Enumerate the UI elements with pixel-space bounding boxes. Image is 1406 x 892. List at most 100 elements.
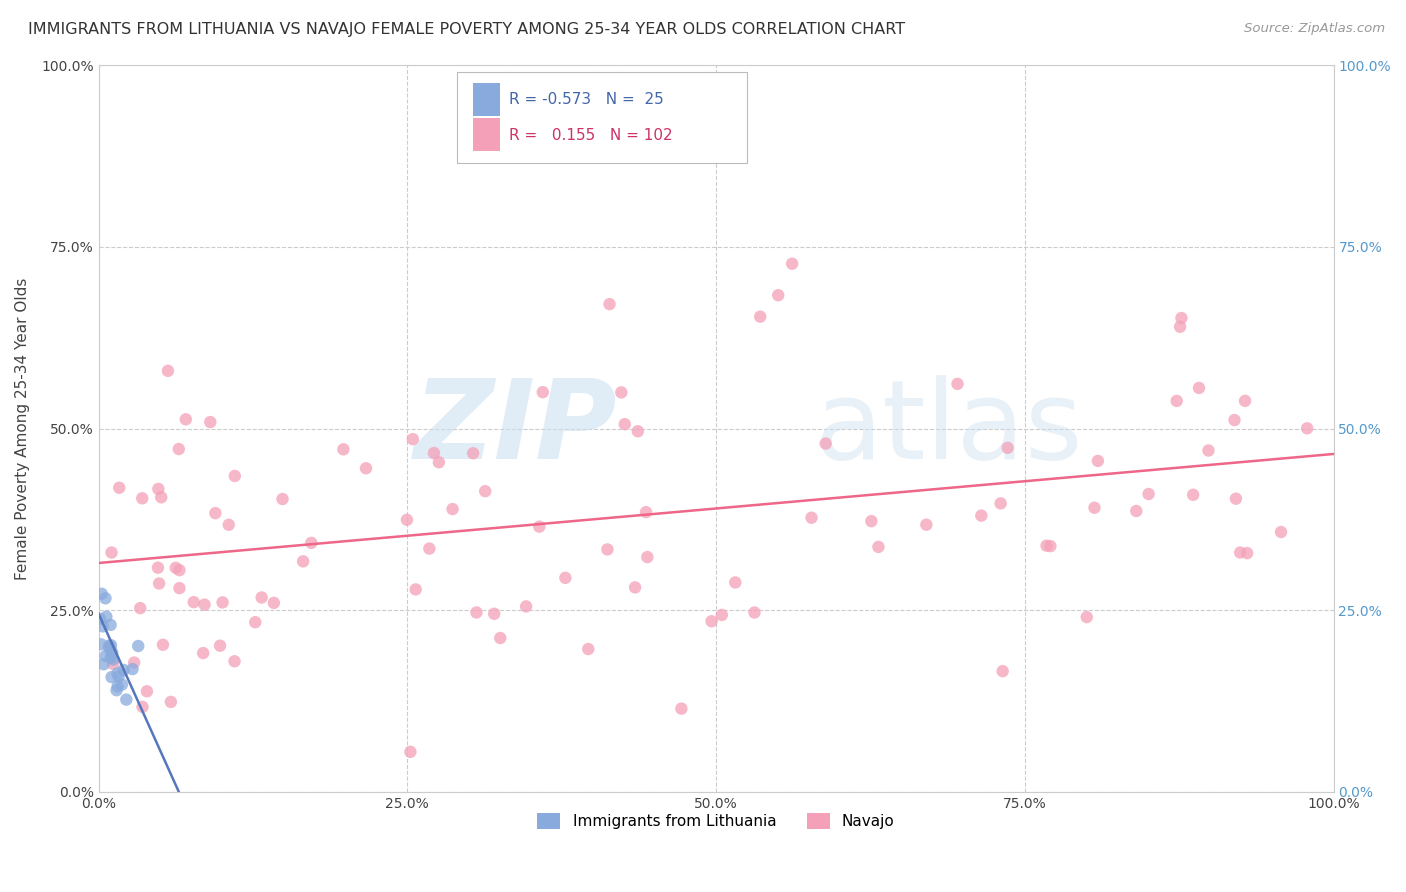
Point [418,541,440,556]
Point [224,654,246,668]
Point [997,441,1019,455]
Bar [472,83,501,116]
Point [354,461,377,475]
Point [90,587,112,601]
Point [1125,504,1147,518]
Point [1168,319,1191,334]
Bar [472,118,501,151]
Point [165,561,187,575]
Point [990,496,1012,510]
Point [250,591,273,605]
Point [868,540,890,554]
Point [671,701,693,715]
Point [174,412,197,426]
Point [1236,546,1258,560]
Point [131,491,153,506]
Point [1225,491,1247,506]
Point [946,376,969,391]
Point [101,645,124,659]
Point [596,542,619,557]
Point [156,364,179,378]
Point [211,595,233,609]
Point [146,560,169,574]
Point [96,609,118,624]
Point [613,417,636,432]
Point [1083,500,1105,515]
Point [204,506,226,520]
Text: Source: ZipAtlas.com: Source: ZipAtlas.com [1244,22,1385,36]
Point [634,505,657,519]
Point [100,618,122,632]
Point [1170,311,1192,326]
Point [915,517,938,532]
Point [160,695,183,709]
Point [218,517,240,532]
Point [332,442,354,457]
Point [402,432,425,446]
Point [1270,524,1292,539]
Point [710,607,733,622]
Point [860,514,883,528]
Point [814,436,837,450]
Point [200,415,222,429]
Point [489,631,512,645]
Text: atlas: atlas [815,375,1084,482]
Point [749,310,772,324]
Point [89,612,111,626]
Point [423,446,446,460]
Point [183,595,205,609]
Point [112,663,135,677]
Point [576,642,599,657]
Point [100,545,122,559]
Point [148,482,170,496]
Point [780,257,803,271]
FancyBboxPatch shape [457,72,747,163]
Point [1076,610,1098,624]
Point [515,599,537,614]
Point [744,606,766,620]
Point [1229,545,1251,559]
Point [800,510,823,524]
Point [627,424,650,438]
Point [1223,413,1246,427]
Point [399,745,422,759]
Point [1166,393,1188,408]
Point [463,446,485,460]
Point [245,615,267,630]
Point [224,469,246,483]
Point [127,639,149,653]
Text: ZIP: ZIP [413,375,617,482]
Point [101,657,124,671]
Point [1182,488,1205,502]
Point [465,606,488,620]
Point [766,288,789,302]
Point [427,455,450,469]
Point [474,484,496,499]
Point [94,591,117,606]
Point [169,563,191,577]
Point [299,536,322,550]
Text: R = -0.573   N =  25: R = -0.573 N = 25 [509,93,664,108]
Point [91,619,114,633]
Point [107,669,129,683]
Point [624,581,647,595]
Point [115,692,138,706]
Point [105,683,128,698]
Point [111,677,134,691]
Point [724,575,747,590]
Point [441,502,464,516]
Legend: Immigrants from Lithuania, Navajo: Immigrants from Lithuania, Navajo [531,807,901,835]
Point [98,641,121,656]
Point [636,549,658,564]
Point [531,385,554,400]
Point [167,442,190,456]
Point [1137,487,1160,501]
Point [1035,539,1057,553]
Point [108,481,131,495]
Point [131,699,153,714]
Point [1039,539,1062,553]
Point [395,513,418,527]
Point [405,582,427,597]
Y-axis label: Female Poverty Among 25-34 Year Olds: Female Poverty Among 25-34 Year Olds [15,277,30,580]
Point [1198,443,1220,458]
